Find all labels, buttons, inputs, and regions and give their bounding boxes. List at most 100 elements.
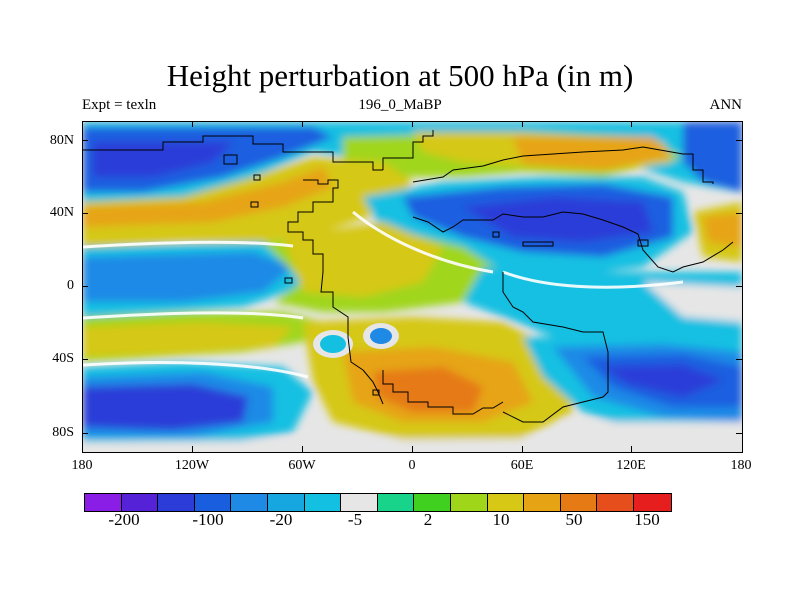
contour-line bbox=[83, 311, 304, 320]
island bbox=[492, 231, 500, 238]
colorbar-swatch bbox=[524, 494, 561, 511]
island bbox=[522, 241, 554, 247]
coastline bbox=[382, 370, 504, 415]
sh-west-yellow bbox=[83, 322, 293, 357]
colorbar-swatch bbox=[267, 494, 305, 511]
lon-tick bbox=[522, 121, 523, 127]
indian-neutral bbox=[643, 282, 742, 322]
colorbar-swatch bbox=[121, 494, 159, 511]
lon-label-180w: 180 bbox=[71, 458, 93, 473]
island bbox=[223, 154, 238, 165]
island bbox=[284, 277, 293, 284]
plot-title: Height perturbation at 500 hPa (in m) bbox=[166, 58, 634, 93]
colorbar-label: -100 bbox=[192, 510, 224, 529]
lon-label-60w: 60W bbox=[288, 458, 316, 473]
lon-tick bbox=[631, 446, 632, 452]
lon-label-60e: 60E bbox=[510, 458, 534, 473]
colorbar-swatch bbox=[85, 494, 122, 511]
contour-line bbox=[83, 361, 309, 379]
coastline bbox=[287, 179, 364, 371]
coastline bbox=[502, 272, 609, 423]
sio-deepest bbox=[603, 365, 723, 397]
field-layers bbox=[83, 122, 742, 452]
lat-tick bbox=[82, 359, 88, 360]
colorbar-swatch bbox=[597, 494, 634, 511]
experiment-label: Expt = texln bbox=[82, 97, 157, 113]
coastline bbox=[83, 135, 383, 171]
lat-tick bbox=[736, 286, 742, 287]
lat-label-40s: 40S bbox=[52, 351, 74, 366]
lat-tick bbox=[82, 286, 88, 287]
midlat-orange bbox=[83, 167, 333, 227]
colorbar-swatch bbox=[377, 494, 415, 511]
lat-tick bbox=[736, 433, 742, 434]
lat-tick bbox=[736, 213, 742, 214]
colorbar-swatch bbox=[450, 494, 488, 511]
tropical-pacific-blue bbox=[83, 252, 293, 302]
colorbar-swatch bbox=[158, 494, 195, 511]
tropical-yellow bbox=[283, 222, 443, 297]
contour-field bbox=[83, 122, 742, 452]
colorbar-label: 2 bbox=[423, 510, 433, 529]
lat-label-80n: 80N bbox=[49, 133, 74, 148]
so-west-deep bbox=[83, 384, 248, 430]
colorbar-swatch bbox=[487, 494, 525, 511]
contour-line bbox=[502, 270, 684, 289]
lon-tick bbox=[631, 121, 632, 127]
colorbar-swatch bbox=[304, 494, 342, 511]
colorbar bbox=[84, 493, 672, 512]
ring-inner-1 bbox=[320, 335, 346, 353]
lon-tick bbox=[412, 446, 413, 452]
island bbox=[372, 389, 380, 396]
colorbar-swatch bbox=[231, 494, 268, 511]
map-panel bbox=[82, 121, 743, 453]
lon-tick bbox=[192, 446, 193, 452]
se-neutral bbox=[563, 422, 742, 452]
coastline bbox=[412, 146, 714, 184]
sh-high-dark-orange bbox=[373, 367, 483, 412]
time-label: 196_0_MaBP bbox=[358, 97, 442, 113]
lon-tick bbox=[192, 121, 193, 127]
contour-line bbox=[352, 210, 494, 274]
nh-east-blue bbox=[683, 122, 742, 192]
season-label: ANN bbox=[709, 97, 743, 113]
lon-label-180e: 180 bbox=[730, 458, 752, 473]
colorbar-label: -200 bbox=[108, 510, 140, 529]
colorbar-label: -5 bbox=[347, 510, 363, 529]
island bbox=[253, 174, 261, 181]
colorbar-swatch bbox=[414, 494, 451, 511]
lon-tick bbox=[302, 446, 303, 452]
colorbar-label: 150 bbox=[634, 510, 660, 529]
lon-label-120e: 120E bbox=[616, 458, 646, 473]
colorbar-label: 50 bbox=[565, 510, 583, 529]
lon-tick bbox=[522, 446, 523, 452]
coastline bbox=[362, 369, 384, 405]
island bbox=[250, 201, 259, 208]
lon-label-120w: 120W bbox=[174, 458, 210, 473]
lat-tick bbox=[82, 140, 88, 141]
npac-orange bbox=[703, 212, 742, 247]
colorbar-swatch bbox=[194, 494, 232, 511]
lon-tick bbox=[412, 121, 413, 127]
colorbar-swatch bbox=[560, 494, 598, 511]
lat-label-eq: 0 bbox=[67, 278, 74, 293]
ring-inner-2 bbox=[370, 328, 392, 344]
contour-line bbox=[83, 240, 294, 249]
lat-tick bbox=[736, 359, 742, 360]
island bbox=[637, 239, 649, 247]
lat-tick bbox=[82, 213, 88, 214]
lon-label-0: 0 bbox=[408, 458, 416, 473]
lon-tick bbox=[302, 121, 303, 127]
coastline bbox=[412, 211, 734, 273]
eurasia-deep-blue bbox=[463, 197, 653, 242]
lat-label-40n: 40N bbox=[49, 205, 74, 220]
zero-contours bbox=[83, 210, 684, 379]
colorbar-swatch bbox=[633, 494, 671, 511]
nh-west-deep bbox=[93, 142, 233, 177]
arctic-orange bbox=[513, 137, 673, 170]
coastline bbox=[382, 130, 434, 170]
lat-tick bbox=[82, 433, 88, 434]
coastlines bbox=[83, 130, 734, 423]
colorbar-swatch bbox=[341, 494, 378, 511]
lat-tick bbox=[736, 140, 742, 141]
